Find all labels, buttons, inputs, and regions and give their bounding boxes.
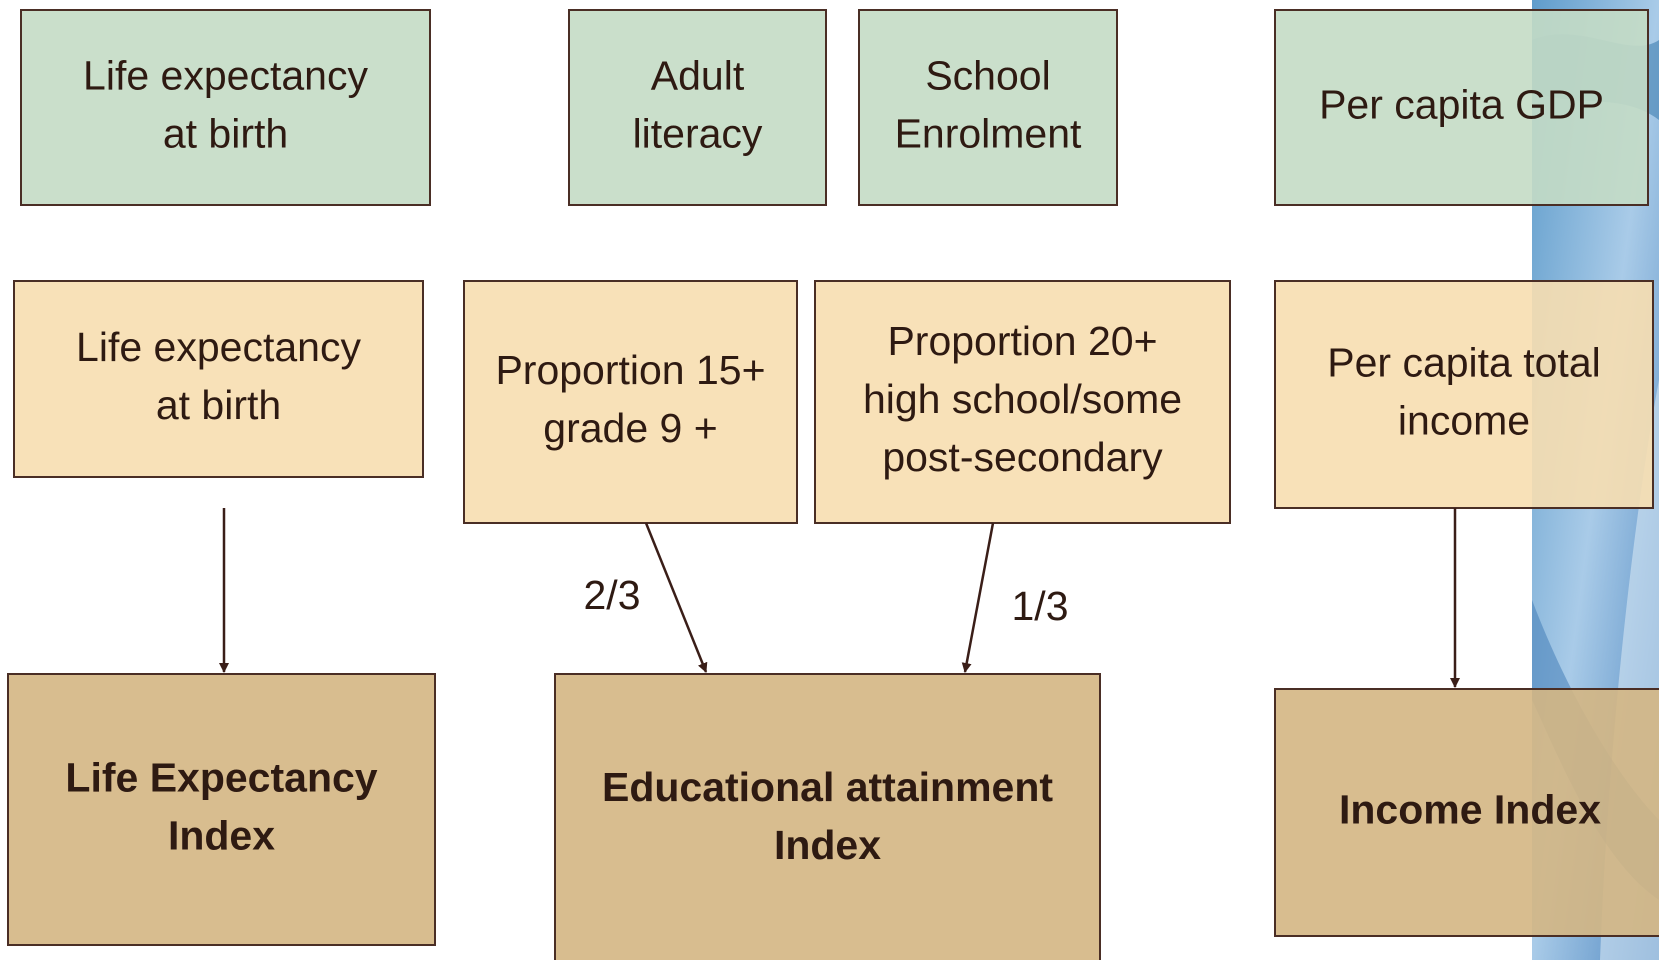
node: School Enrolment	[858, 9, 1118, 206]
node: Proportion 15+ grade 9 +	[463, 280, 798, 524]
node-label: Life expectancy	[83, 52, 368, 98]
node-label: at birth	[163, 110, 288, 156]
node-box	[814, 280, 1231, 524]
edge-label: 1/3	[1012, 583, 1069, 629]
arrow	[961, 522, 995, 673]
node-label: School	[925, 52, 1050, 98]
node: Proportion 20+ high school/some post-secon…	[814, 280, 1231, 524]
node: Per capita GDP	[1274, 9, 1649, 206]
node-label: Life Expectancy	[65, 754, 377, 800]
node: Life expectancy at birth	[20, 9, 431, 206]
node-box	[554, 673, 1101, 960]
node: Income Index	[1274, 688, 1659, 937]
node-label: grade 9 +	[543, 405, 717, 451]
node-label: Enrolment	[895, 110, 1082, 156]
node-box	[7, 673, 436, 946]
node-label: Proportion 20+	[887, 318, 1157, 364]
node-label: post-secondary	[882, 434, 1163, 480]
arrow	[644, 522, 708, 673]
node-box	[858, 9, 1118, 206]
node-label: Adult	[651, 52, 745, 98]
node: Life Expectancy Index	[7, 673, 436, 946]
node-label: income	[1398, 397, 1530, 443]
node: Per capita total income	[1274, 280, 1654, 509]
node-label: Per capita total	[1327, 339, 1601, 385]
edge-label: 2/3	[584, 572, 641, 618]
node-label: Income Index	[1339, 786, 1601, 832]
node-label: Index	[774, 822, 881, 868]
arrows	[219, 508, 1460, 688]
node-label: Per capita GDP	[1319, 81, 1604, 127]
node-label: at birth	[156, 382, 281, 428]
node: Adult literacy	[568, 9, 827, 206]
node-box	[20, 9, 431, 206]
node-box	[13, 280, 424, 478]
node-label: Educational attainment	[602, 764, 1053, 810]
node-label: high school/some	[863, 376, 1182, 422]
node-label: Proportion 15+	[495, 347, 765, 393]
node: Life expectancy at birth	[13, 280, 424, 478]
node-box	[1274, 9, 1649, 206]
node-box	[463, 280, 798, 524]
node: Educational attainment Index	[554, 673, 1101, 960]
node-label: literacy	[633, 110, 763, 156]
node-box	[1274, 688, 1659, 937]
node-box	[1274, 280, 1654, 509]
node-box	[568, 9, 827, 206]
node-label: Index	[168, 812, 275, 858]
node-label: Life expectancy	[76, 324, 361, 370]
